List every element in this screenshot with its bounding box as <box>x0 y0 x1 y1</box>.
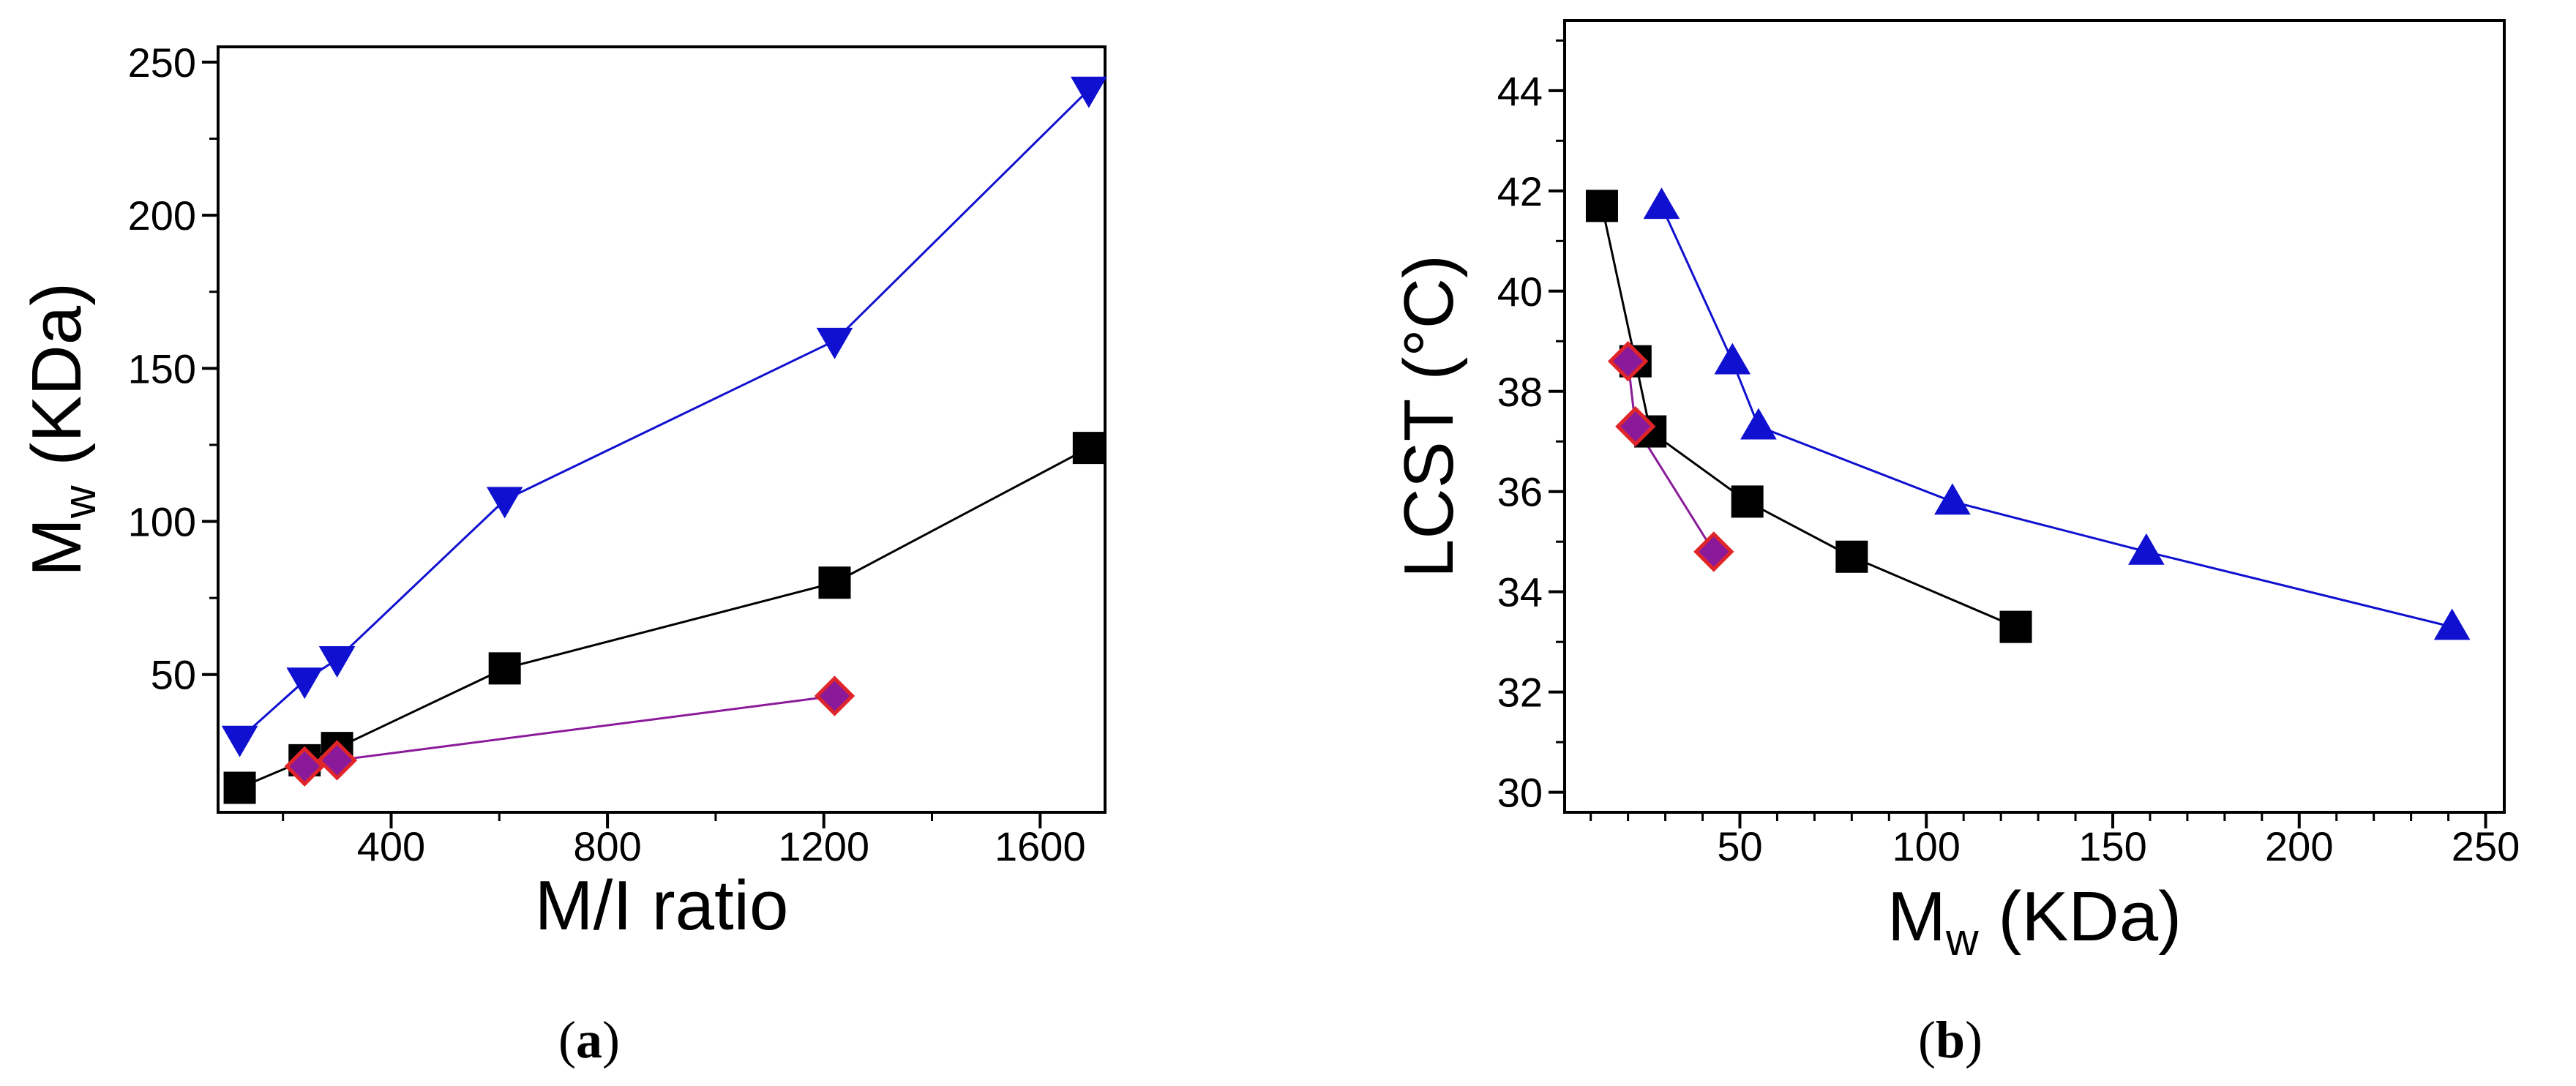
panel-b-data-point-purple-diamond <box>1615 406 1656 447</box>
panel-a-chart: 400 800 1200 1600 50 100 150 200 250 M/I ratio M… <box>18 40 1107 1069</box>
panel-a-y-axis-title-sub: w <box>55 485 105 519</box>
panel-a-data-point-purple-diamond <box>284 746 325 787</box>
panel-b-x-tick-label: 50 <box>1717 823 1762 869</box>
panel-a-lines <box>239 89 1090 789</box>
panel-b-data-point-purple-diamond <box>1693 531 1734 572</box>
panel-a-y-axis-title-main: M <box>18 518 96 577</box>
panel-a-plot-frame <box>217 45 1107 814</box>
panel-a-series-line-blue-down-triangle <box>239 89 1090 740</box>
panel-a-y-axis-title-rest: (KDa) <box>18 282 96 485</box>
panel-a-data-point-black-square <box>1072 432 1105 465</box>
panel-b-x-tick-label: 250 <box>2452 823 2520 869</box>
panel-b-y-tick-label: 32 <box>1497 670 1543 716</box>
panel-b-x-tick-label: 100 <box>1892 823 1961 869</box>
panel-a-x-axis-title: M/I ratio <box>535 866 789 945</box>
panel-a-series-line-black-square <box>239 446 1090 789</box>
panel-a-data-point-black-square <box>818 566 851 599</box>
panel-a-data-point-purple-diamond <box>316 740 358 781</box>
panel-b-ticks: 50 100 150 200 250 30 32 34 36 38 40 42 44 <box>1497 39 2520 869</box>
panel-b-x-tick-label: 150 <box>2078 823 2146 869</box>
panel-b-data-point-black-square <box>1731 485 1764 518</box>
panel-b-y-axis-title: LCST (°C) <box>1390 255 1468 578</box>
panel-b-data-point-blue-up-triangle <box>1740 408 1777 440</box>
panel-a-y-tick-label: 150 <box>128 345 196 392</box>
panel-b-data-point-black-square <box>1835 540 1868 573</box>
panel-a-data-point-black-square <box>488 652 521 685</box>
panel-a-y-axis-title: Mw (KDa) <box>18 282 105 577</box>
panel-b-data-point-blue-up-triangle <box>2433 608 2471 640</box>
panel-a-x-tick-label: 800 <box>573 823 641 869</box>
panel-b-y-tick-label: 36 <box>1497 469 1543 515</box>
panel-b-x-axis-title-sub: w <box>1945 915 1979 965</box>
panel-a-series-line-purple-diamond <box>304 694 835 768</box>
panel-b-markers <box>1585 187 2471 643</box>
panel-a-data-point-blue-down-triangle <box>286 667 323 700</box>
panel-b-data-point-blue-up-triangle <box>1643 187 1680 220</box>
panel-b-x-axis-title-rest: (KDa) <box>1979 877 2182 956</box>
panel-a-data-point-blue-down-triangle <box>816 327 853 359</box>
panel-b-y-tick-label: 30 <box>1497 770 1543 816</box>
panel-b-data-point-purple-diamond <box>1607 340 1649 382</box>
panel-b-y-tick-label: 44 <box>1497 68 1543 114</box>
panel-a-data-point-purple-diamond <box>814 675 855 716</box>
panel-a-data-point-blue-down-triangle <box>486 487 523 519</box>
panel-a-y-tick-label: 250 <box>128 40 196 86</box>
panel-b-lines <box>1600 205 2453 629</box>
panel-a-y-tick-label: 50 <box>151 652 196 698</box>
panel-a-x-tick-label: 400 <box>357 823 425 869</box>
panel-b-x-axis-title: Mw (KDa) <box>1887 877 2182 965</box>
panel-b-y-tick-label: 42 <box>1497 168 1543 214</box>
panel-a-data-point-blue-down-triangle <box>1070 76 1107 108</box>
panel-b-y-tick-label: 34 <box>1497 569 1543 615</box>
panel-b-series-line-blue-up-triangle <box>1660 205 2453 629</box>
panel-a-caption: (a) <box>558 1011 620 1069</box>
panel-b-data-point-blue-up-triangle <box>1934 483 1971 515</box>
panel-b-plot-frame <box>1563 19 2506 814</box>
panel-a-x-tick-label: 1600 <box>995 823 1086 869</box>
panel-a-data-point-blue-down-triangle <box>318 646 356 678</box>
panel-b-y-tick-label: 40 <box>1497 269 1543 315</box>
panel-b-data-point-blue-up-triangle <box>2128 533 2165 565</box>
panel-a-markers <box>221 76 1107 804</box>
panel-a-x-tick-label: 1200 <box>778 823 869 869</box>
panel-a-ticks: 400 800 1200 1600 50 100 150 200 250 <box>128 40 1086 869</box>
panel-a-y-tick-label: 100 <box>128 499 196 545</box>
panel-b-y-tick-label: 38 <box>1497 369 1543 415</box>
panel-a-data-point-blue-down-triangle <box>221 725 258 757</box>
panel-b-data-point-black-square <box>1999 610 2032 643</box>
panel-b-series-line-black-square <box>1600 206 2017 628</box>
panel-b-caption: (b) <box>1918 1011 1982 1069</box>
panel-b-x-axis-title-main: M <box>1887 877 1946 956</box>
panel-b-data-point-black-square <box>1585 190 1618 222</box>
panel-b-x-tick-label: 200 <box>2265 823 2333 869</box>
panel-a-y-tick-label: 200 <box>128 192 196 239</box>
panel-a-data-point-black-square <box>223 771 256 804</box>
panel-b-data-point-blue-up-triangle <box>1714 342 1751 375</box>
